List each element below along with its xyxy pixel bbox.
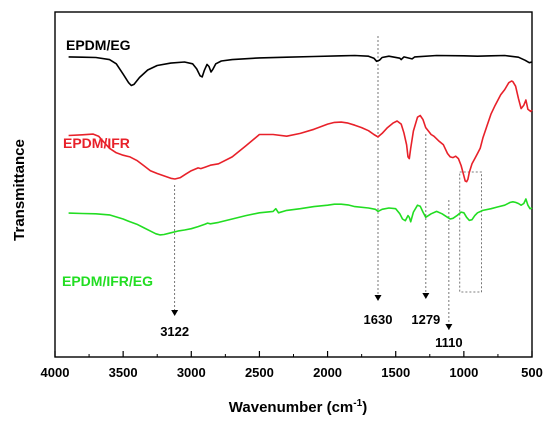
highlight-box bbox=[459, 171, 482, 293]
plot-frame bbox=[54, 11, 533, 358]
x-tick-label: 4000 bbox=[41, 365, 70, 380]
x-tick-label: 1000 bbox=[449, 365, 478, 380]
x-axis-label: Wavenumber (cm-1) bbox=[228, 398, 368, 416]
x-tick-label: 2500 bbox=[245, 365, 274, 380]
series-line-2 bbox=[68, 198, 533, 236]
peak-arrow bbox=[445, 324, 453, 330]
peak-label: 1279 bbox=[411, 312, 440, 327]
x-tick-label: 3000 bbox=[177, 365, 206, 380]
series-line-1 bbox=[68, 80, 533, 183]
series-line-0 bbox=[68, 54, 533, 87]
x-tick-label: 500 bbox=[521, 365, 543, 380]
x-tick-label: 1500 bbox=[381, 365, 410, 380]
peak-arrow bbox=[171, 310, 179, 316]
x-tick-label: 2000 bbox=[313, 365, 342, 380]
y-axis-label: Transmittance bbox=[11, 139, 28, 241]
peak-arrow bbox=[422, 293, 430, 299]
peak-label: 3122 bbox=[160, 324, 189, 339]
series-label-2: EPDM/IFR/EG bbox=[62, 273, 153, 289]
series-label-1: EPDM/IFR bbox=[63, 135, 130, 151]
peak-label: 1630 bbox=[364, 312, 393, 327]
series-label-0: EPDM/EG bbox=[66, 37, 131, 53]
peak-arrow bbox=[374, 295, 382, 301]
peak-label: 1110 bbox=[435, 335, 463, 350]
x-tick-label: 3500 bbox=[109, 365, 138, 380]
